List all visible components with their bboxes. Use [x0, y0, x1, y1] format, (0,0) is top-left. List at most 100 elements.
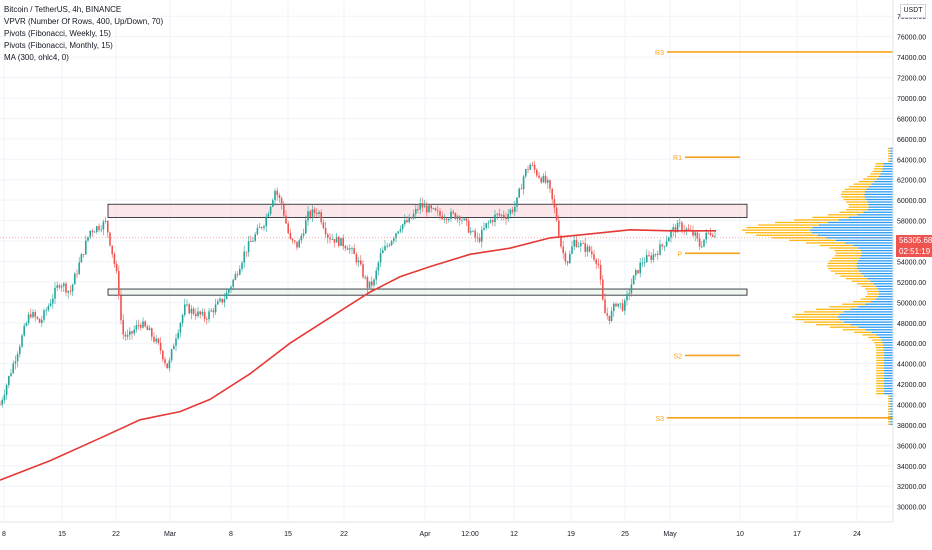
- candle-body: [1, 400, 3, 405]
- candle-body: [593, 254, 595, 260]
- candle-body: [113, 254, 116, 265]
- price-tick-label: 76000.00: [897, 35, 926, 42]
- legend-indicator-pivots-weekly[interactable]: Pivots (Fibonacci, Weekly, 15): [4, 29, 111, 38]
- vp-bar-up: [826, 237, 893, 239]
- vp-bar-up: [882, 168, 893, 170]
- candle-body: [287, 223, 289, 233]
- candle-body: [599, 265, 602, 280]
- vp-bar-up: [883, 387, 893, 390]
- candle-body: [309, 211, 311, 217]
- candle-body: [137, 325, 140, 326]
- legend-indicator-ma[interactable]: MA (300, ohlc4, 0): [4, 53, 69, 62]
- candle-body: [283, 204, 285, 216]
- vp-bar-down: [828, 267, 858, 270]
- candle-body: [487, 222, 490, 224]
- candle-body: [49, 303, 52, 307]
- candle-body: [551, 188, 553, 200]
- candle-body: [294, 240, 296, 242]
- candle-body: [256, 228, 259, 235]
- time-axis[interactable]: 8 15 22 Mar 8 15 22 Apr 12:00 12 19 25 May 10 17 24: [0, 521, 893, 538]
- vp-bar-up: [843, 321, 893, 323]
- candle-body: [650, 255, 652, 260]
- candle-body: [668, 237, 670, 242]
- vp-bar-up: [890, 403, 893, 405]
- vp-bar-up: [878, 290, 893, 293]
- vp-bar-up: [845, 242, 893, 244]
- vp-bar-up: [867, 278, 893, 280]
- vp-bar-down: [876, 380, 884, 382]
- vp-bar-up: [883, 354, 893, 356]
- vp-bar-down: [826, 265, 857, 267]
- moving-average: [0, 228, 716, 481]
- vp-bar-up: [890, 400, 893, 402]
- vp-bar-up: [848, 216, 893, 219]
- candle-body: [434, 208, 437, 211]
- vp-bar-up: [890, 398, 893, 400]
- candle-body: [687, 228, 690, 230]
- candle-body: [247, 241, 250, 253]
- vp-bar-down: [795, 313, 840, 316]
- time-tick-label: 17: [793, 531, 801, 538]
- currency-button[interactable]: USDT: [900, 4, 926, 18]
- vp-bar-down: [876, 393, 884, 395]
- vp-bar-up: [883, 385, 893, 387]
- vp-bar-up: [883, 359, 893, 362]
- pivot-levels: R3 R1 P S2 S3: [655, 50, 893, 423]
- legend-indicator-pivots-monthly[interactable]: Pivots (Fibonacci, Monthly, 15): [4, 41, 113, 50]
- candle-body: [298, 240, 300, 248]
- candle-body: [670, 230, 672, 238]
- vp-bar-up: [883, 390, 893, 392]
- legend-symbol[interactable]: Bitcoin / TetherUS, 4h, BINANCE: [4, 5, 122, 14]
- candle-body: [397, 231, 399, 234]
- legend-indicator-vpvr[interactable]: VPVR (Number Of Rows, 400, Up/Down, 70): [4, 17, 164, 26]
- candle-body: [3, 394, 6, 401]
- vp-bar-up: [818, 224, 893, 226]
- candles: [0, 160, 893, 408]
- vp-bar-down: [844, 188, 867, 190]
- candle-body: [560, 235, 562, 247]
- vp-bar-down: [758, 224, 819, 226]
- vp-bar-down: [842, 191, 865, 193]
- candle-body: [107, 220, 109, 233]
- candle-body: [417, 209, 419, 210]
- candle-body: [104, 220, 107, 222]
- candle-body: [573, 239, 575, 247]
- vp-bar-up: [871, 183, 893, 185]
- vp-bar-up: [890, 413, 893, 415]
- vp-bar-up: [860, 255, 893, 257]
- candle-body: [562, 246, 564, 254]
- vp-bar-up: [858, 306, 893, 308]
- candle-body: [533, 164, 536, 170]
- candle-body: [115, 264, 118, 271]
- vp-bar-up: [879, 336, 893, 339]
- candle-body: [318, 212, 320, 215]
- candle-body: [654, 253, 657, 255]
- candle-body: [25, 323, 28, 326]
- vp-bar-down: [848, 206, 869, 208]
- candle-body: [353, 248, 355, 255]
- vp-bar-down: [834, 249, 861, 252]
- candle-body: [588, 246, 591, 252]
- candle-body: [199, 311, 201, 315]
- vp-bar-down: [887, 415, 891, 418]
- candle-body: [5, 385, 8, 395]
- vp-bar-down: [876, 390, 884, 392]
- price-tick-label: 68000.00: [897, 116, 926, 123]
- price-axis[interactable]: 30000.00 32000.00 34000.00 36000.00 38000.00…: [892, 0, 926, 522]
- candle-body: [47, 306, 50, 311]
- vp-bar-up: [881, 339, 893, 341]
- vp-bar-up: [878, 293, 893, 295]
- candle-body: [168, 360, 171, 369]
- vp-bar-up: [883, 370, 893, 372]
- vp-bar-up: [861, 252, 893, 254]
- candle-body: [54, 287, 56, 299]
- candle-body: [527, 169, 529, 170]
- candle-body: [344, 246, 347, 249]
- vp-bar-up: [867, 201, 893, 203]
- candle-body: [663, 246, 666, 247]
- vp-bar-up: [883, 382, 893, 385]
- candle-body: [342, 237, 344, 247]
- vp-bar-up: [875, 285, 893, 287]
- candle-body: [184, 304, 186, 315]
